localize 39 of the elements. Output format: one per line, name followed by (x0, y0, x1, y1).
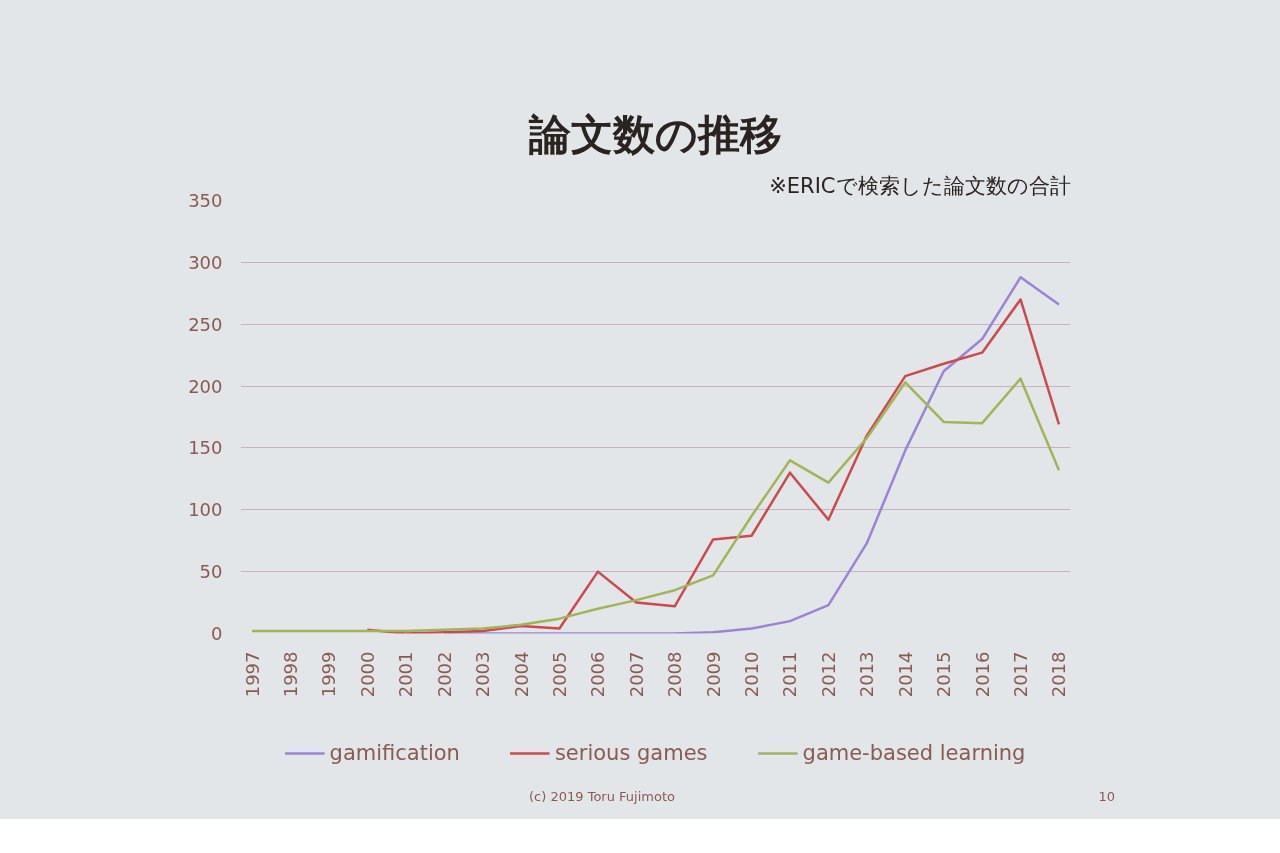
x-tick-label: 2012 (817, 651, 839, 698)
text: (c) 2019 Toru Fujimoto (529, 788, 675, 806)
y-tick-label: 200 (188, 375, 223, 397)
x-tick-label: 1999 (318, 651, 340, 698)
y-tick-label: 350 (188, 190, 223, 211)
x-tick-label: 2006 (587, 651, 609, 698)
chart-title: 論文数の推移 (528, 109, 782, 159)
x-tick-label: 1997 (241, 651, 263, 698)
legend-label: serious games (554, 741, 708, 765)
x-tick-label: 2008 (664, 651, 686, 698)
x-tick-label: 2013 (856, 651, 878, 698)
line-series (250, 377, 1061, 633)
x-tick-label: 2005 (548, 651, 570, 698)
x-tick-label: 2002 (433, 651, 455, 698)
text: 10 (1098, 788, 1115, 806)
x-tick-label: 2007 (625, 651, 647, 698)
y-tick-label: 0 (211, 623, 223, 644)
x-tick-label: 2011 (779, 651, 801, 698)
x-tick-label: 2004 (510, 651, 532, 698)
y-tick-label: 100 (188, 499, 223, 521)
legend-label: gamification (329, 741, 460, 765)
y-tick-label: 50 (199, 561, 223, 583)
x-tick-label: 2000 (356, 651, 378, 698)
x-tick-label: 2009 (702, 651, 724, 698)
x-tick-label: 2016 (971, 651, 993, 698)
y-tick-label: 150 (188, 437, 223, 459)
chart-subtitle: ※ERICで検索した論文数の合計 (769, 173, 1071, 198)
x-tick-label: 2015 (933, 651, 955, 698)
x-tick-label: 2018 (1048, 651, 1070, 698)
x-tick-label: 2017 (1010, 651, 1032, 698)
x-tick-label: 2003 (472, 651, 494, 698)
line-series (366, 298, 1061, 634)
x-tick-label: 1998 (279, 651, 301, 698)
x-tick-label: 2001 (395, 651, 417, 698)
x-tick-label: 2010 (741, 651, 763, 698)
x-tick-label: 2014 (894, 651, 916, 698)
y-tick-label: 250 (188, 313, 223, 335)
legend-label: game-based learning (802, 741, 1026, 765)
y-tick-label: 300 (188, 251, 223, 273)
